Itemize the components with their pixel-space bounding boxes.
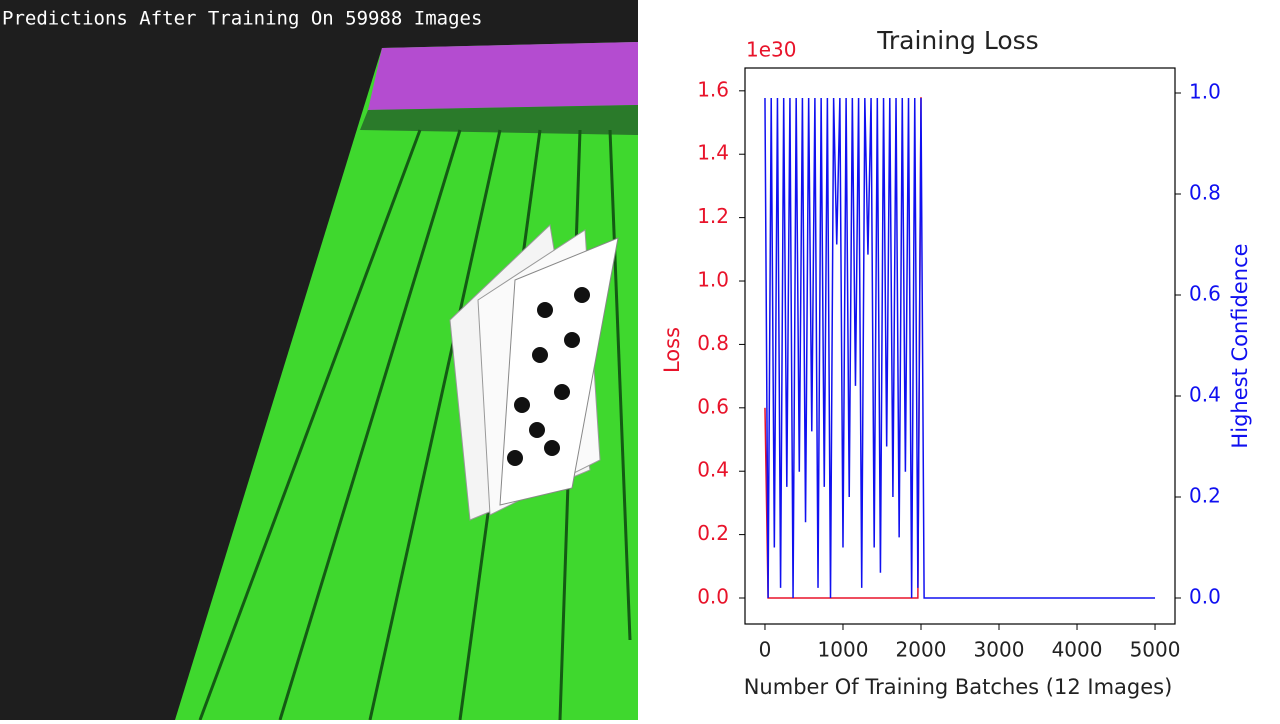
card (499, 237, 619, 506)
y-tick-label: 1.4 (697, 141, 729, 165)
x-tick-label: 5000 (1130, 638, 1181, 662)
x-tick-label: 1000 (818, 638, 869, 662)
y2-tick-label: 0.4 (1189, 382, 1221, 406)
y-tick-label: 0.6 (697, 394, 729, 418)
series-line (764, 97, 922, 599)
y2-tick-label: 1.0 (1189, 79, 1221, 103)
y-axis-label: Loss (660, 327, 684, 373)
y-tick-label: 0.2 (697, 521, 729, 545)
y-tick-label: 0.4 (697, 458, 729, 482)
y-tick-label: 1.2 (697, 204, 729, 228)
y2-tick-label: 0.2 (1189, 483, 1221, 507)
y-tick-label: 0.8 (697, 331, 729, 355)
horizon (360, 105, 638, 135)
card-pips (507, 287, 590, 466)
plot-frame (744, 67, 1176, 625)
caption: Predictions After Training On 59988 Imag… (2, 8, 482, 30)
y2-axis-label: Highest Confidence (1228, 243, 1252, 448)
y2-tick-label: 0.0 (1189, 584, 1221, 608)
y-tick-label: 1.6 (697, 77, 729, 101)
field-rows (198, 129, 632, 721)
x-tick-label: 2000 (896, 638, 947, 662)
y2-tick-label: 0.8 (1189, 180, 1221, 204)
x-tick-label: 3000 (974, 638, 1025, 662)
sky (368, 42, 638, 110)
series-line (764, 98, 1156, 599)
chart-title: Training Loss (876, 26, 1038, 55)
x-axis-label: Number Of Training Batches (12 Images) (744, 675, 1173, 699)
y-tick-label: 0.0 (697, 585, 729, 609)
y-tick-label: 1.0 (697, 268, 729, 292)
field (175, 42, 638, 720)
y2-tick-label: 0.6 (1189, 281, 1221, 305)
x-tick-label: 0 (759, 638, 772, 662)
offset-label: 1e30 (746, 38, 796, 62)
x-tick-label: 4000 (1052, 638, 1103, 662)
